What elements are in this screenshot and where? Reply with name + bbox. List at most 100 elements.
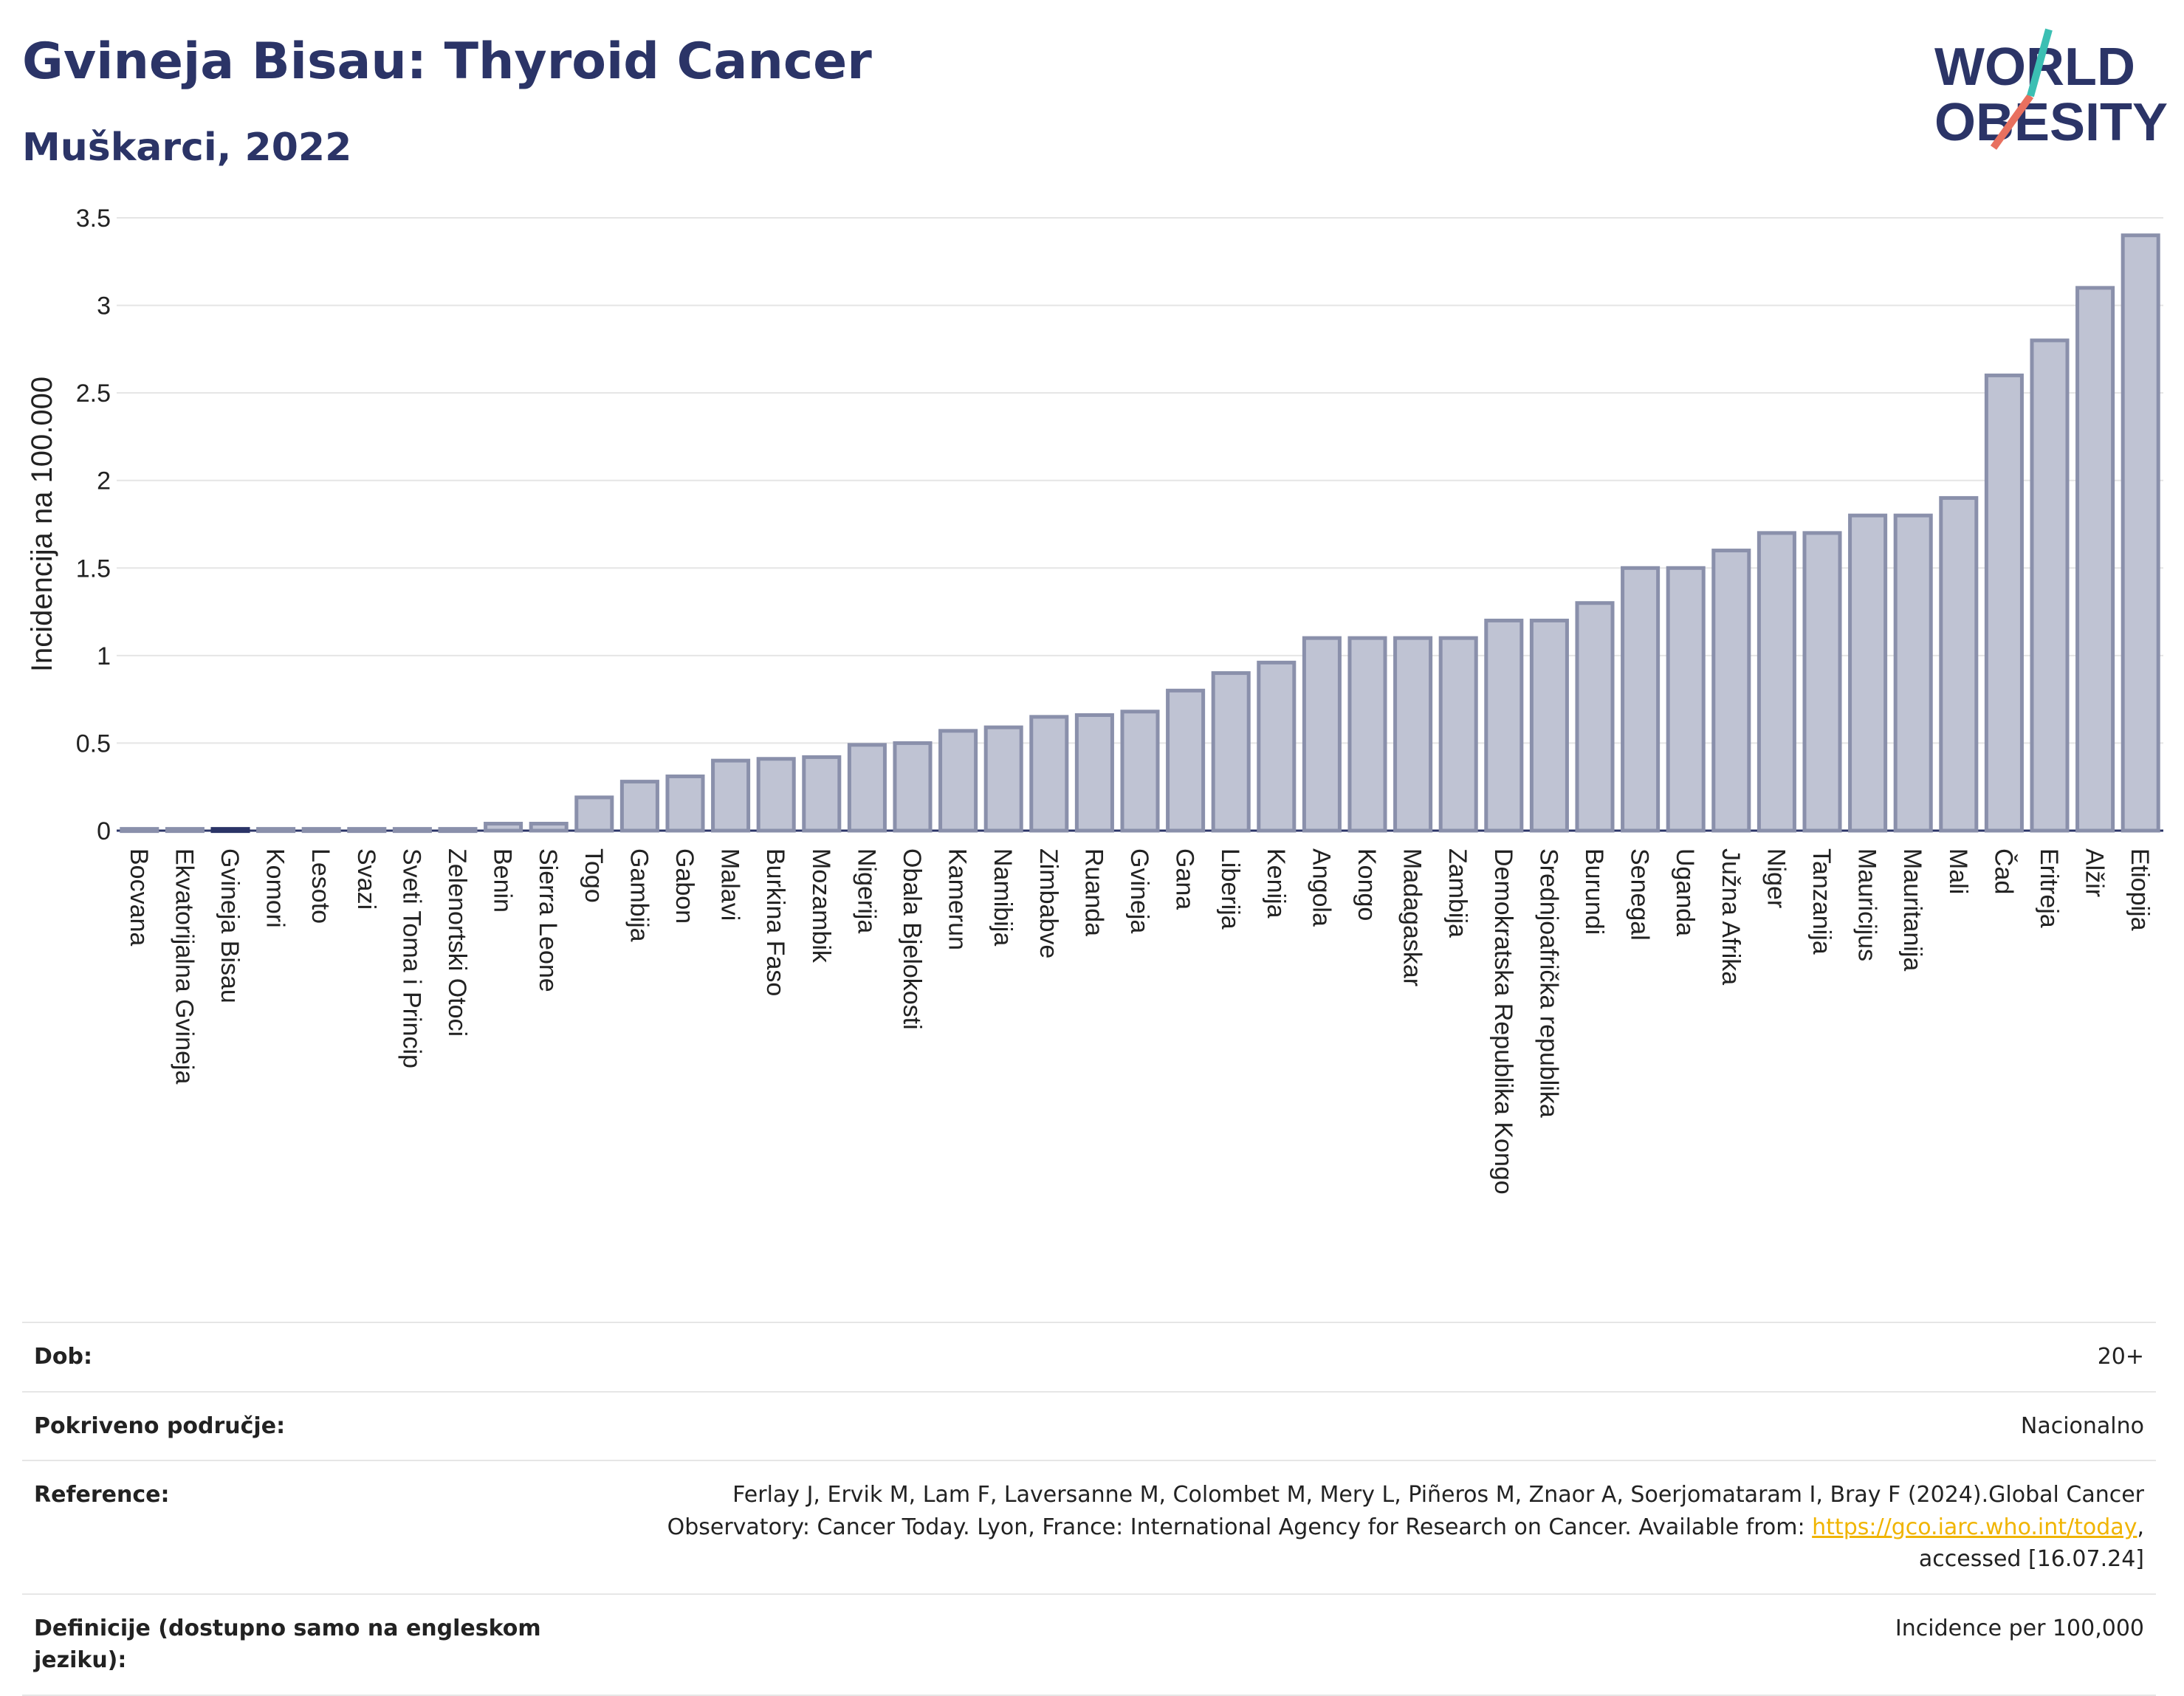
bar [1757,531,1796,833]
bar [1393,636,1433,833]
bar [301,827,341,834]
bar [983,725,1023,833]
bar [165,827,205,834]
bar [392,827,432,834]
x-tick-label: Kenija [1262,848,1290,919]
x-tick-label: Mozambik [807,848,835,964]
y-tick-label: 1 [97,642,111,670]
x-tick-label: Kongo [1353,848,1381,921]
x-tick-label: Zelenortski Otoci [443,848,471,1037]
bar [802,755,842,833]
logo-slash-teal [2027,28,2053,97]
definitions-value: Incidence per 100,000 [1895,1615,2144,1641]
bar [1166,688,1206,833]
bar [120,827,159,834]
x-tick-label: Angola [1307,848,1335,927]
info-row-reference: Reference: Ferlay J, Ervik M, Lam F, Lav… [22,1460,2156,1593]
bar [1484,618,1524,833]
y-tick-label: 2.5 [76,380,111,408]
bar [210,827,250,834]
x-tick-label: Mali [1944,848,1972,894]
x-tick-label: Gambija [625,848,653,942]
y-tick-label: 3.5 [76,205,111,233]
bar [665,774,705,833]
x-tick-label: Južna Afrika [1717,848,1745,985]
bar [574,795,614,833]
bar [1848,513,1888,833]
bars [120,233,2160,834]
reference-link[interactable]: https://gco.iarc.who.int/today [1812,1514,2137,1540]
x-tick-label: Uganda [1671,848,1699,936]
bar [1711,549,1751,833]
x-tick-label: Obala Bjelokosti [898,848,926,1030]
bar [1211,671,1251,833]
x-tick-label: Senegal [1626,848,1654,941]
x-tick-label: Svazi [352,848,380,910]
y-tick-label: 0.5 [76,729,111,758]
y-tick-label: 0 [97,817,111,845]
logo-line2: OBESITY [1934,93,2168,152]
x-axis-ticks: Bocvana Ekvatorijalna Gvineja Gvineja Bisa… [125,848,2154,1195]
bar [756,757,796,833]
x-tick-label: Lesoto [306,848,334,924]
x-tick-label: Benin [489,848,517,913]
bar [1666,566,1706,833]
y-axis-ticks: 0 0.5 1 1.5 2 2.5 3 3.5 [76,205,111,845]
y-tick-label: 1.5 [76,555,111,583]
reference-value: Ferlay J, Ervik M, Lam F, Laversanne M, … [594,1479,2144,1576]
y-tick-label: 2 [97,467,111,495]
age-value: 20+ [2097,1344,2144,1370]
x-tick-label: Niger [1762,848,1790,908]
x-tick-label: Madagaskar [1398,848,1426,986]
coverage-value: Nacionalno [2020,1412,2144,1439]
info-row-coverage: Pokriveno područje: Nacionalno [22,1390,2156,1460]
bar [1074,713,1114,833]
y-axis-label: Incidencija na 100.000 [26,377,58,672]
bar [847,743,887,833]
x-tick-label: Liberija [1216,848,1244,930]
bar [619,780,659,833]
x-tick-label: Togo [580,848,608,903]
x-tick-label: Zambija [1443,848,1472,938]
x-tick-label: Komori [261,848,289,928]
coverage-label: Pokriveno područje: [34,1412,286,1439]
bar [2121,233,2160,833]
bar [2075,286,2115,833]
bar [1893,513,1933,833]
bar [438,827,478,834]
age-label: Dob: [34,1344,92,1370]
x-tick-label: Mauritanija [1898,848,1926,971]
chart-title: Gvineja Bisau: Thyroid Cancer [22,32,872,91]
x-tick-label: Kamerun [944,848,972,950]
bar [938,729,978,833]
x-tick-label: Nigerija [852,848,880,933]
info-table: Dob: 20+ Pokriveno područje: Nacionalno … [22,1322,2156,1696]
x-tick-label: Burundi [1580,848,1608,935]
x-tick-label: Sveti Toma i Princip [397,848,425,1068]
x-tick-label: Gvineja Bisau [216,848,244,1003]
info-row-definitions: Definicije (dostupno samo na engleskom j… [22,1593,2156,1696]
x-tick-label: Mauricijus [1853,848,1881,961]
bar [1438,636,1478,833]
x-tick-label: Namibija [989,848,1017,946]
bar [1257,660,1297,833]
info-row-age: Dob: 20+ [22,1322,2156,1391]
x-tick-label: Malavi [716,848,744,921]
reference-suffix: , accessed [16.07.24] [1918,1514,2144,1573]
x-tick-label: Gvineja [1125,848,1153,933]
bar [529,822,569,833]
bar [893,741,933,833]
bar [1939,495,1979,833]
x-tick-label: Gabon [670,848,698,924]
bar [1120,710,1160,833]
bar [484,822,523,833]
bar [347,827,387,834]
bar [1347,636,1387,833]
bar [256,827,296,834]
x-tick-label: Demokratska Republika Kongo [1489,848,1517,1195]
x-tick-label: Zimbabve [1034,848,1062,958]
x-tick-label: Eritreja [2035,848,2063,928]
x-tick-label: Etiopija [2126,848,2154,931]
x-tick-label: Ekvatorijalna Gvineja [170,848,198,1084]
bar [1984,373,2024,833]
